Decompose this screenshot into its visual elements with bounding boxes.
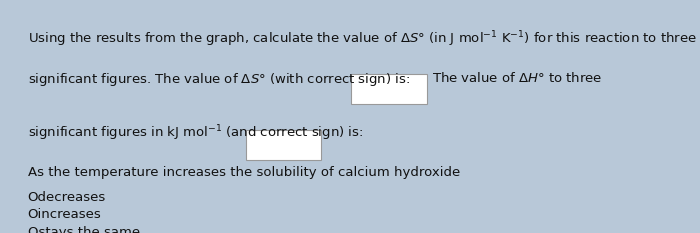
FancyBboxPatch shape <box>351 74 427 104</box>
FancyBboxPatch shape <box>246 130 321 160</box>
Text: The value of $\Delta H°$ to three: The value of $\Delta H°$ to three <box>433 71 603 85</box>
Text: significant figures in kJ mol$^{-1}$ (and correct sign) is:: significant figures in kJ mol$^{-1}$ (an… <box>27 123 363 143</box>
Text: Using the results from the graph, calculate the value of $\Delta S°$ (in J mol$^: Using the results from the graph, calcul… <box>27 30 696 49</box>
Text: significant figures. The value of $\Delta S°$ (with correct sign) is:: significant figures. The value of $\Delt… <box>27 71 409 88</box>
Text: Odecreases: Odecreases <box>27 191 106 204</box>
Text: Ostays the same: Ostays the same <box>27 226 140 233</box>
Text: Oincreases: Oincreases <box>27 208 101 221</box>
Text: As the temperature increases the solubility of calcium hydroxide: As the temperature increases the solubil… <box>27 166 460 178</box>
